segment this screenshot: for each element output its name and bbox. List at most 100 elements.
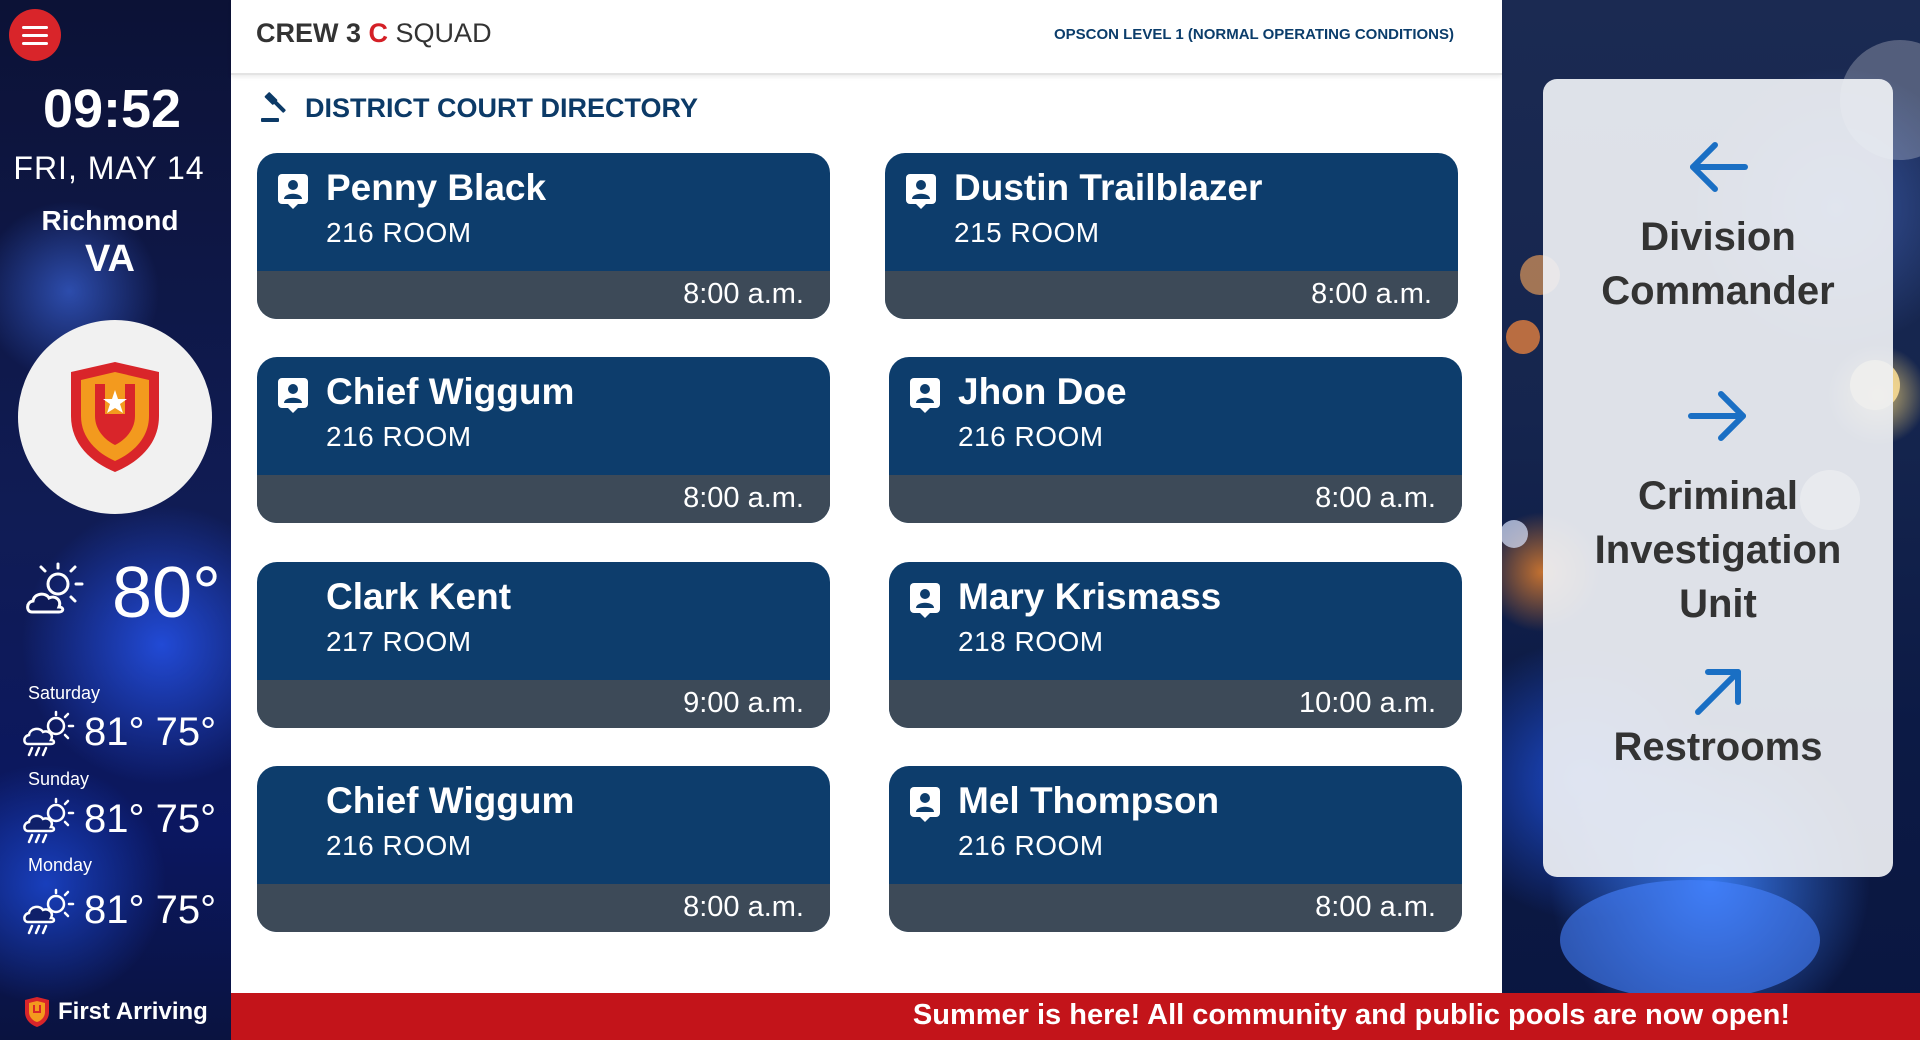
- section-title-text: DISTRICT COURT DIRECTORY: [305, 92, 699, 123]
- opscon-status: OPSCON LEVEL 1 (NORMAL OPERATING CONDITI…: [1053, 26, 1454, 43]
- contact-badge-icon: [910, 787, 940, 822]
- contact-badge-icon: [278, 174, 308, 209]
- directory-name: Dustin Trailblazer: [954, 167, 1263, 208]
- directory-room: 216 ROOM: [958, 830, 1104, 861]
- sidebar: 09:52 FRI, MAY 14 Richmond VA 80° Saturd…: [0, 0, 231, 1040]
- main-panel: CREW 3 C SQUAD OPSCON LEVEL 1 (NORMAL OP…: [231, 0, 1502, 993]
- forecast-day-label: Monday: [28, 855, 93, 875]
- directory-name: Chief Wiggum: [326, 780, 575, 821]
- contact-badge-icon: [910, 583, 940, 618]
- directory-name: Mel Thompson: [958, 780, 1220, 821]
- partly-cloudy-icon: [26, 562, 84, 614]
- directory-room: 215 ROOM: [954, 217, 1100, 248]
- forecast-row: 81° 75°: [22, 708, 222, 757]
- directory-time: 8:00 a.m.: [683, 891, 804, 923]
- directory-room: 216 ROOM: [326, 217, 472, 248]
- directory-room: 216 ROOM: [326, 830, 472, 861]
- direction-label: Restrooms: [1543, 720, 1893, 774]
- directory-name: Penny Black: [326, 167, 547, 208]
- brand-logo: First Arriving: [24, 996, 208, 1028]
- directory-time: 8:00 a.m.: [1315, 891, 1436, 923]
- direction-label-line: Restrooms: [1613, 725, 1823, 769]
- arrow-right-icon: [1688, 391, 1746, 441]
- time-bar: [889, 475, 1462, 523]
- direction-label-line: Unit: [1679, 582, 1757, 626]
- directory-room: 217 ROOM: [326, 626, 472, 657]
- directory-time: 8:00 a.m.: [1315, 482, 1436, 514]
- contact-badge-icon: [906, 174, 936, 209]
- directory-card[interactable]: Mel Thompson 216 ROOM 8:00 a.m.: [889, 766, 1462, 932]
- directory-room: 218 ROOM: [958, 626, 1104, 657]
- department-logo: [18, 320, 212, 514]
- forecast-day-label: Sunday: [28, 769, 90, 789]
- directory-card[interactable]: Dustin Trailblazer 215 ROOM 8:00 a.m.: [885, 153, 1458, 319]
- direction-label-line: Criminal: [1637, 474, 1799, 518]
- directory-time: 8:00 a.m.: [683, 278, 804, 310]
- first-arriving-shield-icon: [25, 997, 49, 1027]
- forecast-day-label: Saturday: [28, 683, 101, 703]
- contact-badge-icon: [910, 378, 940, 413]
- directory-card[interactable]: Penny Black 216 ROOM 8:00 a.m.: [257, 153, 830, 319]
- directions-panel: Division Commander Criminal Investigatio…: [1543, 79, 1893, 877]
- top-bar: CREW 3 C SQUAD OPSCON LEVEL 1 (NORMAL OP…: [231, 0, 1502, 75]
- direction-label: Division Commander: [1543, 210, 1893, 318]
- arrow-up-right-icon: [1695, 669, 1741, 715]
- direction-criminal-investigation-unit[interactable]: Criminal Investigation Unit: [1543, 383, 1893, 631]
- time-bar: [889, 884, 1462, 932]
- time-bar: [257, 271, 830, 319]
- crew-suffix: SQUAD: [395, 18, 492, 48]
- forecast-temps: 81° 75°: [84, 710, 217, 754]
- directory-card[interactable]: Chief Wiggum 216 ROOM 8:00 a.m.: [257, 357, 830, 523]
- time-bar: [257, 680, 830, 728]
- direction-label: Criminal Investigation Unit: [1543, 469, 1893, 631]
- directory-card[interactable]: Mary Krismass 218 ROOM 10:00 a.m.: [889, 562, 1462, 728]
- forecast-row: 81° 75°: [22, 795, 222, 844]
- directory-room: 216 ROOM: [958, 421, 1104, 452]
- crew-prefix: CREW 3: [256, 18, 362, 48]
- brand-label: First Arriving: [58, 998, 208, 1025]
- arrow-left-icon: [1690, 142, 1748, 192]
- forecast-temps: 81° 75°: [84, 888, 217, 932]
- city-name: Richmond: [41, 205, 179, 236]
- forecast-row: 81° 75°: [22, 886, 222, 935]
- rain-sun-icon: [23, 710, 75, 757]
- rain-sun-icon: [23, 797, 75, 844]
- directory-room: 216 ROOM: [326, 421, 472, 452]
- gavel-icon: [261, 92, 286, 122]
- direction-label-line: Division: [1640, 215, 1796, 259]
- direction-restrooms[interactable]: Restrooms: [1543, 664, 1893, 774]
- directory-card[interactable]: Jhon Doe 216 ROOM 8:00 a.m.: [889, 357, 1462, 523]
- time-bar: [885, 271, 1458, 319]
- contact-badge-icon: [278, 378, 308, 413]
- current-date: FRI, MAY 14: [13, 150, 205, 186]
- rain-sun-icon: [23, 888, 75, 935]
- time-bar: [257, 884, 830, 932]
- directory-card[interactable]: Chief Wiggum 216 ROOM 8:00 a.m.: [257, 766, 830, 932]
- directory-name: Jhon Doe: [958, 371, 1127, 412]
- directory-name: Clark Kent: [326, 576, 512, 617]
- current-weather: 80°: [24, 552, 224, 633]
- directory-name: Mary Krismass: [958, 576, 1222, 617]
- directory-card[interactable]: Clark Kent 217 ROOM 9:00 a.m.: [257, 562, 830, 728]
- current-temperature: 80°: [112, 553, 221, 633]
- time-bar: [257, 475, 830, 523]
- section-title: DISTRICT COURT DIRECTORY: [259, 92, 698, 124]
- state-name: VA: [85, 238, 135, 280]
- ticker-message: Summer is here! All community and public…: [912, 999, 1790, 1031]
- clock-time: 09:52: [42, 79, 182, 139]
- directory-name: Chief Wiggum: [326, 371, 575, 412]
- directory-time: 10:00 a.m.: [1298, 687, 1436, 719]
- direction-label-line: Investigation: [1594, 528, 1842, 572]
- directory-time: 8:00 a.m.: [683, 482, 804, 514]
- directory-time: 8:00 a.m.: [1311, 278, 1432, 310]
- crew-letter: C: [368, 18, 389, 48]
- direction-label-line: Commander: [1601, 269, 1835, 313]
- hamburger-menu-icon[interactable]: [9, 9, 61, 61]
- forecast-temps: 81° 75°: [84, 797, 217, 841]
- crew-title: CREW 3 C SQUAD: [256, 18, 492, 49]
- shield-star-icon: [71, 362, 159, 472]
- directory-time: 9:00 a.m.: [683, 687, 804, 719]
- direction-division-commander[interactable]: Division Commander: [1543, 134, 1893, 318]
- time-bar: [889, 680, 1462, 728]
- news-ticker: Summer is here! All community and public…: [231, 993, 1920, 1040]
